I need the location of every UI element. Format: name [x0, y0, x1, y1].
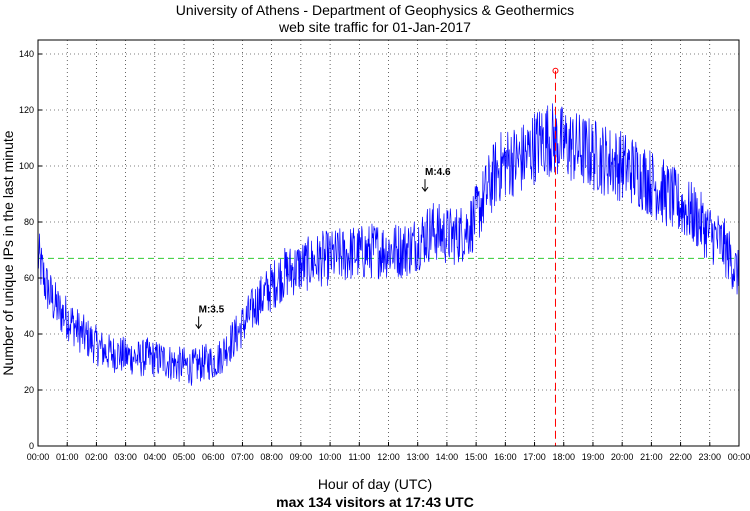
x-tick-label: 06:00 [202, 452, 225, 462]
y-tick-label: 120 [19, 105, 34, 115]
chart-title: University of Athens - Department of Geo… [175, 2, 575, 18]
x-tick-label: 10:00 [319, 452, 342, 462]
plot-frame [37, 39, 740, 447]
annotation-arrow-head [195, 324, 203, 330]
x-tick-label: 13:00 [406, 452, 429, 462]
traffic-series-line [37, 103, 740, 386]
chart-footer: max 134 visitors at 17:43 UTC [276, 494, 474, 510]
x-tick-label: 07:00 [231, 452, 254, 462]
y-tick-label: 40 [24, 329, 34, 339]
x-tick-label: 16:00 [494, 452, 517, 462]
x-tick-label: 20:00 [611, 452, 634, 462]
annotation-group: M:3.5 M:4.6 [195, 167, 451, 330]
max-point-marker [552, 67, 559, 74]
axes [37, 39, 740, 447]
y-tick-label: 100 [19, 161, 34, 171]
x-tick-label: 18:00 [552, 452, 575, 462]
x-tick-label: 09:00 [290, 452, 313, 462]
x-tick-label: 14:00 [436, 452, 459, 462]
x-tick-label: 03:00 [114, 452, 137, 462]
x-tick-label: 04:00 [144, 452, 167, 462]
x-tick-label: 12:00 [377, 452, 400, 462]
annotation-label: M:4.6 [425, 167, 451, 178]
annotation-arrow-head [421, 186, 429, 193]
x-tick-label: 08:00 [260, 452, 283, 462]
x-tick-label: 00:00 [728, 452, 750, 462]
max-marker-group [552, 67, 559, 446]
x-tick-label: 00:00 [27, 452, 50, 462]
x-tick-label: 01:00 [56, 452, 79, 462]
x-tick-label: 15:00 [465, 452, 488, 462]
y-tick-label: 140 [19, 49, 34, 59]
series-group [37, 103, 740, 386]
x-tick-label: 21:00 [640, 452, 663, 462]
x-tick-label: 02:00 [85, 452, 108, 462]
chart-subtitle: web site traffic for 01-Jan-2017 [279, 19, 471, 35]
tick-labels: 00:00 01:00 02:00 03:00 04:00 05:00 06:00 07:00… [19, 49, 750, 462]
y-tick-label: 60 [24, 273, 34, 283]
x-axis-label: Hour of day (UTC) [317, 476, 433, 492]
x-tick-label: 22:00 [669, 452, 692, 462]
y-tick-label: 0 [29, 441, 34, 451]
y-tick-label: 20 [24, 385, 34, 395]
x-tick-label: 05:00 [173, 452, 196, 462]
x-tick-label: 17:00 [523, 452, 546, 462]
annotation-label: M:3.5 [199, 304, 225, 315]
x-tick-label: 23:00 [699, 452, 722, 462]
y-tick-label: 80 [24, 217, 34, 227]
x-tick-label: 11:00 [348, 452, 370, 462]
x-tick-label: 19:00 [582, 452, 605, 462]
